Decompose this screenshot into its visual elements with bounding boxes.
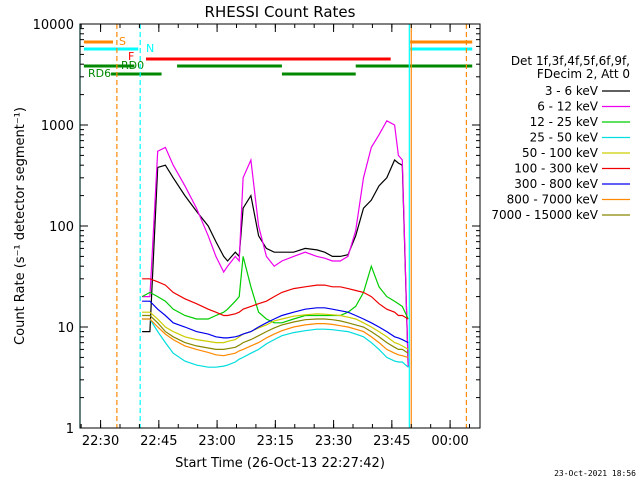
legend-entry-label-1: 6 - 12 keV xyxy=(537,100,599,114)
timestamp-label: 23-Oct-2021 18:56 xyxy=(554,469,636,478)
flag-label-n: N xyxy=(146,42,154,55)
legend-entry-label-2: 12 - 25 keV xyxy=(530,115,599,129)
legend: Det 1f,3f,4f,5f,6f,9f,FDecim 2, Att 0 3 -… xyxy=(491,54,630,222)
y-tick-label-3: 1000 xyxy=(41,119,74,134)
x-tick-label-5: 23:45 xyxy=(373,434,410,449)
y-tick-label-0: 1 xyxy=(66,422,74,437)
x-tick-label-1: 22:45 xyxy=(140,434,177,449)
y-tick-label-4: 10000 xyxy=(33,18,74,33)
series-line-5 xyxy=(142,278,409,320)
legend-entry-label-7: 800 - 7000 keV xyxy=(507,193,599,207)
legend-title-line-1: FDecim 2, Att 0 xyxy=(537,67,630,81)
y-tick-label-2: 100 xyxy=(49,220,74,235)
x-tick-label-3: 23:15 xyxy=(257,434,294,449)
x-tick-label-6: 00:00 xyxy=(431,434,468,449)
series-line-0 xyxy=(142,159,409,368)
legend-entry-label-6: 300 - 800 keV xyxy=(514,177,598,191)
x-axis-label: Start Time (26-Oct-13 22:27:42) xyxy=(175,456,385,471)
axes: 22:30 22:45 23:00 23:15 23:30 23:45 00:00 1 10 10… xyxy=(33,18,480,449)
legend-entry-label-4: 50 - 100 keV xyxy=(522,146,599,160)
series-line-4 xyxy=(142,311,409,350)
chart-title: RHESSI Count Rates xyxy=(205,3,356,21)
series-line-6 xyxy=(142,300,409,344)
flag-label-f: F xyxy=(128,50,134,63)
series-line-7 xyxy=(142,318,409,358)
series-line-8 xyxy=(142,314,409,354)
x-tick-label-2: 23:00 xyxy=(198,434,235,449)
legend-entry-label-8: 7000 - 15000 keV xyxy=(491,208,598,222)
flag-label-rd6: RD6 xyxy=(88,67,111,80)
flag-label-rd0: RD0 xyxy=(121,59,144,72)
x-tick-label-0: 22:30 xyxy=(82,434,119,449)
series-line-2 xyxy=(141,256,409,324)
flag-label-s: S xyxy=(119,35,126,48)
legend-entry-label-5: 100 - 300 keV xyxy=(514,162,598,176)
y-axis-label: Count Rate (s⁻¹ detector segment⁻¹) xyxy=(13,107,28,345)
x-tick-label-4: 23:30 xyxy=(315,434,352,449)
y-tick-label-1: 10 xyxy=(57,321,74,336)
legend-entry-label-0: 3 - 6 keV xyxy=(545,84,599,98)
series-line-3 xyxy=(142,318,409,368)
data-series xyxy=(141,119,409,368)
series-line-1 xyxy=(142,119,409,368)
legend-entry-label-3: 25 - 50 keV xyxy=(530,131,599,145)
legend-title-line-0: Det 1f,3f,4f,5f,6f,9f, xyxy=(511,54,630,68)
